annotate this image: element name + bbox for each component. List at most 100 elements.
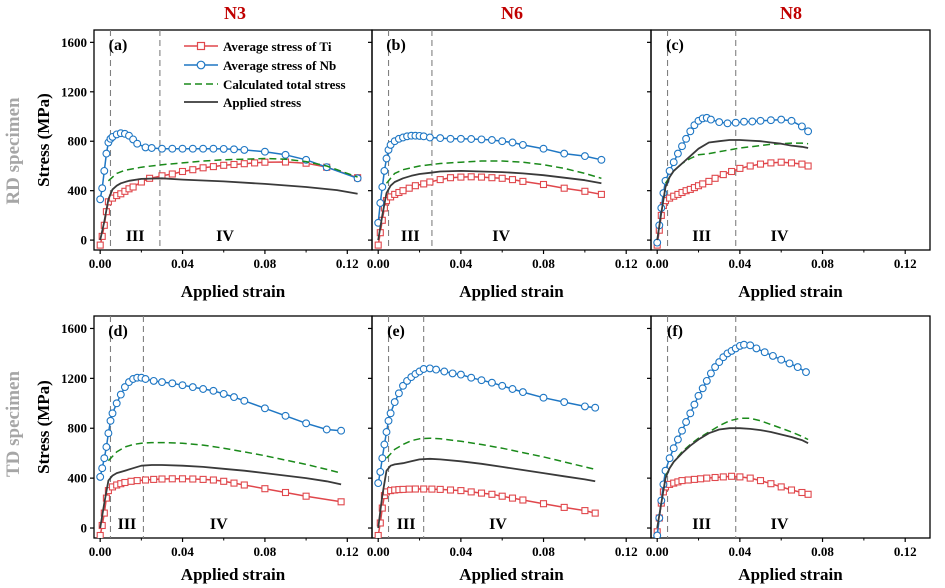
panel-e-ti-point xyxy=(560,503,568,511)
panel-d-nb-point xyxy=(168,379,177,388)
panel-d-ti-point xyxy=(96,531,104,538)
panel-f-series-applied xyxy=(656,427,809,529)
panel-a-letter: (a) xyxy=(109,37,128,54)
panel-a-nb-point xyxy=(168,144,177,153)
panel-f-nb-point xyxy=(653,531,662,538)
panel-d-nb-point xyxy=(141,375,150,383)
panel-f-nb-point xyxy=(694,391,703,400)
panel-b-ti-point xyxy=(519,177,527,185)
panel-d-nb-point xyxy=(108,409,117,418)
column-title-n3: N3 xyxy=(224,3,246,23)
panel-d-plot-area xyxy=(96,373,346,538)
panel-d-y-axis-label: Stress (MPa) xyxy=(34,380,53,474)
panel-e-nb-point xyxy=(591,403,600,412)
panel-c-letter: (c) xyxy=(666,37,684,54)
panel-e-nb-point xyxy=(498,381,507,390)
panel-f-ti-point xyxy=(678,477,686,485)
panel-d-ti-point xyxy=(98,521,106,530)
column-title-n8: N8 xyxy=(780,3,802,23)
panel-f-ti-point xyxy=(719,473,727,481)
panel-d-ti-point xyxy=(178,475,187,483)
panel-a-nb-point xyxy=(96,195,105,204)
panel-c-series-applied xyxy=(656,139,809,241)
panel-c-nb-point xyxy=(682,134,691,143)
panel-f-nb-point xyxy=(768,351,777,360)
panel-e-nb-point xyxy=(467,373,476,382)
panel-c-nb-point xyxy=(797,122,806,131)
panel-d-nb-point xyxy=(219,389,228,398)
panel-d-y-tick-label: 1200 xyxy=(61,371,87,386)
panel-b-plot-area xyxy=(374,131,606,249)
panel-f-nb-point xyxy=(746,341,755,350)
panel-a-ti-point xyxy=(96,241,104,249)
panel-f-x-tick-label: 0.12 xyxy=(894,544,917,559)
panel-d-stage-iii: III xyxy=(118,516,137,533)
panel-d-nb-point xyxy=(112,399,121,408)
panel-e-nb-point xyxy=(380,440,389,449)
panel-e-series-applied xyxy=(377,457,596,529)
panel-a-ti-point xyxy=(230,160,238,169)
panel-a-x-tick-label: 0.04 xyxy=(171,256,194,271)
panel-e-ti-point xyxy=(467,488,475,496)
panel-b-nb-point xyxy=(518,140,527,149)
panel-b-nb-point xyxy=(376,199,385,207)
panel-e-nb-point xyxy=(580,402,589,411)
panel-c-ti-point xyxy=(787,159,796,167)
panel-e-ti-point xyxy=(374,531,382,538)
panel-a-nb-point xyxy=(102,149,111,158)
panel-d-series-applied xyxy=(99,464,342,529)
panel-f-ti-point xyxy=(690,475,698,483)
panel-e-ti-point xyxy=(457,487,465,495)
panel-e: 0.00 0.04 0.08 0.12 Applied strain (e) III IV xyxy=(367,315,652,584)
panel-c-nb-point xyxy=(673,149,682,158)
panel-a-stage-iv: IV xyxy=(216,228,234,245)
panel-b-nb-point xyxy=(382,154,391,163)
panel-d-nb-point xyxy=(188,383,197,392)
panel-b-ti-point xyxy=(508,176,517,184)
panel-e-ti-point xyxy=(428,485,436,493)
panel-c-nb-point xyxy=(777,115,786,124)
panel-c-plot-area xyxy=(653,113,813,249)
panel-d-ti-point xyxy=(261,485,269,493)
panel-e-nb-point xyxy=(394,389,403,398)
panel-e-nb-point xyxy=(518,388,527,397)
panel-c-nb-point xyxy=(804,127,813,136)
panel-b-ti-point xyxy=(467,173,475,181)
panel-d-ti-point xyxy=(104,487,112,495)
panel-a-nb-point xyxy=(100,166,109,175)
panel-e-x-tick-label: 0.00 xyxy=(367,544,390,559)
panel-f-nb-point xyxy=(673,435,682,444)
panel-d-y-tick-label: 0 xyxy=(81,521,88,536)
panel-f-ti-point xyxy=(804,490,812,498)
panel-c-nb-point xyxy=(678,142,686,151)
panel-e-nb-point xyxy=(487,378,496,387)
panel-c-ti-point xyxy=(711,174,719,182)
panel-f-ti-point xyxy=(728,472,736,480)
legend: Average stress of Ti Average stress of N… xyxy=(184,39,346,110)
panel-b-nb-point xyxy=(597,155,606,164)
panel-e-nb-point xyxy=(386,409,395,418)
panel-b-ti-point xyxy=(374,241,382,249)
panel-d-ti-point xyxy=(220,477,228,485)
panel-d-nb-point xyxy=(199,385,208,393)
panel-f-nb-point xyxy=(793,363,802,372)
panel-b: 0.00 0.04 0.08 0.12 Applied strain (b) III IV xyxy=(367,29,652,301)
panel-a-x-tick-label: 0.00 xyxy=(89,256,112,271)
panel-e-ti-point xyxy=(591,509,599,517)
panel-d-ti-point xyxy=(230,479,238,487)
panel-b-ti-point xyxy=(498,174,506,182)
panel-b-ti-point xyxy=(488,174,496,182)
panel-a-stage-iii: III xyxy=(126,228,145,245)
panel-b-ti-point xyxy=(457,173,465,181)
panel-b-nb-point xyxy=(446,134,455,143)
panel-d-series-calc xyxy=(107,441,342,474)
panel-b-nb-point xyxy=(560,149,569,158)
panel-f-nb-point xyxy=(715,358,724,367)
panel-a-nb-point xyxy=(98,184,107,193)
panel-d-ti-point xyxy=(127,477,135,485)
panel-a-y-axis-label: Stress (MPa) xyxy=(34,93,53,187)
panel-e-nb-point xyxy=(432,365,441,374)
panel-e-plot-area xyxy=(374,364,600,538)
panel-e-frame xyxy=(371,315,652,539)
panel-f-x-tick-label: 0.00 xyxy=(646,544,669,559)
